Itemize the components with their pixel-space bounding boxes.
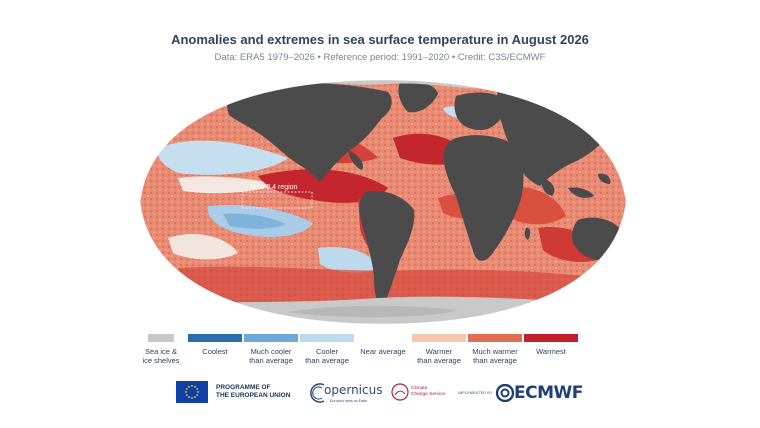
- europe: [454, 92, 507, 131]
- sst-anomaly-map: Niño 3.4 region: [139, 79, 627, 325]
- north-america: [227, 83, 392, 182]
- ecmwf-mark-icon: [496, 384, 514, 402]
- legend-item-near-average: Near average: [355, 334, 411, 356]
- nino34-label: Niño 3.4 region: [250, 184, 298, 191]
- legend-item-much-warmer: Much warmer than average: [467, 334, 523, 365]
- legend-swatch: [524, 334, 578, 342]
- legend-item-coolest: Coolest: [187, 334, 243, 356]
- eu-programme-text: PROGRAMME OF THE EUROPEAN UNION: [216, 384, 291, 399]
- legend: Sea ice & ice shelves Coolest Much coole…: [135, 334, 595, 374]
- copernicus-logo: opernicus Europe's eyes on Earth: [308, 380, 382, 406]
- nino34-box: [241, 191, 313, 209]
- legend-swatch: [356, 334, 410, 342]
- legend-swatch: [148, 334, 174, 342]
- equatorial-pacific-warm: [258, 169, 388, 203]
- north-pacific-cool: [157, 140, 288, 175]
- c3s-logo: Climate Change Service: [390, 380, 450, 406]
- africa: [443, 135, 524, 261]
- logo-bar: PROGRAMME OF THE EUROPEAN UNION opernicu…: [0, 378, 760, 410]
- legend-item-warmer: Warmer than average: [411, 334, 467, 365]
- c3s-ring-icon: [391, 383, 409, 401]
- legend-item-sea-ice: Sea ice & ice shelves: [135, 334, 187, 365]
- legend-swatch: [244, 334, 298, 342]
- legend-item-cooler: Cooler than average: [299, 334, 355, 365]
- south-america: [359, 190, 415, 310]
- ecmwf-logo: IMPLEMENTED BY ECMWF: [458, 383, 583, 403]
- copernicus-c-icon: [310, 383, 325, 403]
- map-subtitle: Data: ERA5 1979–2026 • Reference period:…: [214, 52, 546, 63]
- legend-swatch: [412, 334, 466, 342]
- eu-flag-icon: [176, 381, 208, 403]
- legend-swatch: [188, 334, 242, 342]
- legend-item-much-cooler: Much cooler than average: [243, 334, 299, 365]
- map-title: Anomalies and extremes in sea surface te…: [171, 32, 589, 47]
- greenland: [398, 81, 438, 113]
- legend-item-warmest: Warmest: [523, 334, 579, 356]
- legend-swatch: [468, 334, 522, 342]
- legend-swatch: [300, 334, 354, 342]
- continents: [227, 81, 626, 310]
